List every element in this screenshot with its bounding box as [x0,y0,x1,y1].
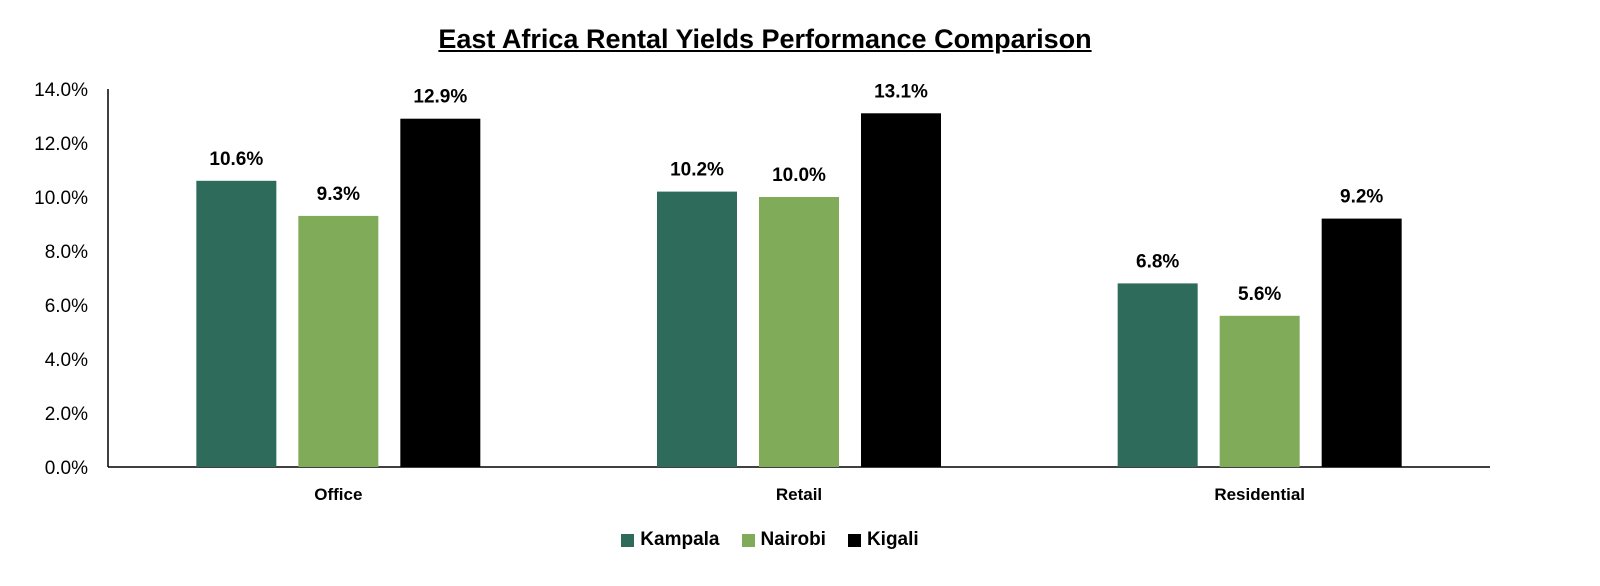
legend-label-kampala: Kampala [640,529,720,550]
y-tick-label: 2.0% [45,404,88,425]
data-label-kigali-residential: 9.2% [1340,187,1383,208]
y-tick-label: 10.0% [34,188,88,209]
bar-kampala-retail [657,191,737,467]
legend-item-kampala: Kampala [621,529,720,551]
legend: Kampala Nairobi Kigali [0,529,1540,551]
bar-nairobi-residential [1219,315,1300,467]
data-label-kigali-office: 12.9% [413,87,467,108]
legend-item-kigali: Kigali [847,529,919,551]
bar-kampala-office [196,180,277,468]
y-tick-label: 12.0% [34,134,88,155]
y-tick-label: 6.0% [45,296,88,317]
legend-swatch-kampala [621,533,635,547]
data-label-kigali-retail: 13.1% [874,81,928,102]
x-category-label: Retail [776,485,822,504]
legend-swatch-kigali [847,533,861,547]
legend-item-nairobi: Nairobi [741,529,826,551]
bar-kigali-office [400,118,481,467]
y-tick-label: 4.0% [45,350,88,371]
data-label-kampala-residential: 6.8% [1136,251,1179,272]
x-category-label: Residential [1214,485,1305,504]
y-tick-label: 0.0% [45,458,88,479]
legend-swatch-nairobi [741,533,755,547]
bar-kampala-residential [1117,283,1198,467]
x-category-label: Office [314,485,362,504]
legend-label-nairobi: Nairobi [760,529,826,550]
data-label-nairobi-office: 9.3% [317,184,360,205]
y-tick-label: 14.0% [34,80,88,101]
legend-label-kigali: Kigali [866,529,919,550]
bar-kigali-residential [1321,218,1402,467]
bar-nairobi-office [298,215,379,467]
chart-title: East Africa Rental Yields Performance Co… [438,24,1092,54]
data-label-nairobi-retail: 10.0% [772,165,826,186]
data-label-nairobi-residential: 5.6% [1238,284,1281,305]
bar-kigali-retail [861,113,941,468]
data-label-kampala-office: 10.6% [209,149,263,170]
data-label-kampala-retail: 10.2% [670,160,724,181]
y-tick-label: 8.0% [45,242,88,263]
bar-nairobi-retail [759,197,839,467]
